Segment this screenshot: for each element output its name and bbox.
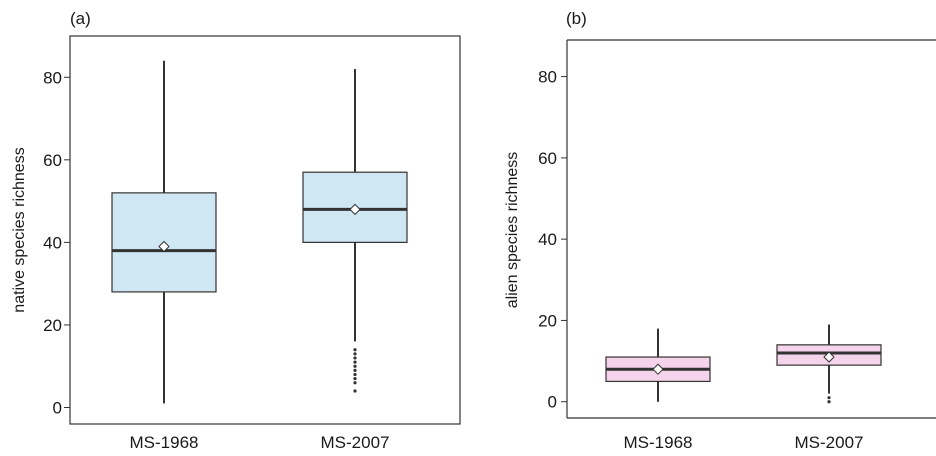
y-tick-label: 60 — [538, 149, 557, 168]
outlier-point — [353, 389, 357, 393]
mean-marker — [652, 363, 664, 375]
box-ms-2007 — [776, 324, 882, 404]
category-label: MS-1968 — [624, 433, 693, 452]
y-tick-label: 80 — [43, 68, 62, 87]
y-tick-label: 60 — [43, 151, 62, 170]
y-axis-title-a: native species richness — [11, 147, 28, 312]
plot-frame-a — [69, 35, 461, 425]
category-label: MS-2007 — [795, 433, 864, 452]
y-tick-label: 40 — [538, 230, 557, 249]
category-labels-a: MS-1968 MS-2007 — [130, 433, 390, 452]
panel-label-b: (b) — [566, 9, 587, 28]
outlier-point — [827, 396, 831, 400]
mean-marker — [349, 203, 361, 216]
box-ms-2007 — [302, 69, 408, 393]
outlier-point — [353, 364, 357, 368]
outlier-point — [353, 381, 357, 385]
mean-marker — [158, 240, 170, 253]
box-ms-1968 — [605, 328, 711, 402]
y-tick-label: 20 — [43, 316, 62, 335]
outlier-point — [353, 348, 357, 352]
outlier-point — [353, 368, 357, 372]
y-ticks-b: 0 20 40 60 80 — [538, 68, 567, 412]
outlier-point — [353, 360, 357, 364]
y-ticks-a: 0 20 40 60 80 — [43, 68, 70, 417]
y-tick-label: 40 — [43, 233, 62, 252]
y-tick-label: 20 — [538, 311, 557, 330]
outlier-point — [353, 372, 357, 377]
category-label: MS-1968 — [130, 433, 199, 452]
box-ms-1968 — [111, 60, 217, 404]
panel-b: (b) alien species richness 0 20 40 60 80 MS-… — [504, 9, 936, 452]
panel-label-a: (a) — [70, 9, 91, 28]
category-label: MS-2007 — [321, 433, 390, 452]
boxes-a — [111, 60, 408, 404]
y-tick-label: 80 — [538, 68, 557, 87]
category-labels-b: MS-1968 MS-2007 — [624, 433, 864, 452]
outlier-point — [353, 356, 357, 360]
y-tick-label: 0 — [53, 398, 62, 417]
outlier-point — [353, 376, 357, 381]
boxes-b — [605, 324, 882, 404]
mean-marker — [823, 351, 835, 363]
outlier-point — [827, 400, 831, 404]
panel-a: (a) native species richness 0 20 40 60 80 MS… — [11, 9, 461, 452]
outlier-point — [353, 352, 357, 356]
y-tick-label: 0 — [548, 393, 557, 412]
y-axis-title-b: alien species richness — [504, 152, 521, 309]
